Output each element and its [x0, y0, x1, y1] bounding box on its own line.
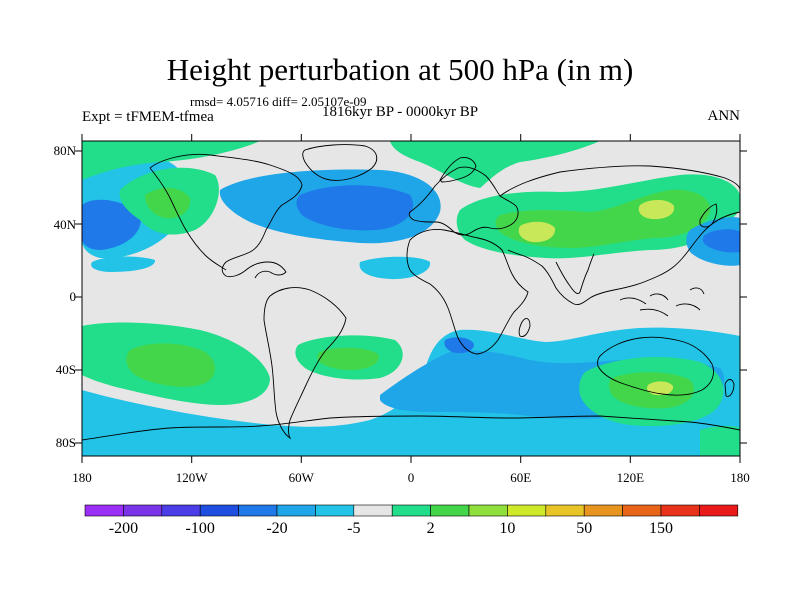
- coast-west-na: [149, 167, 227, 271]
- stats-line: rmsd= 4.05716 diff= 2.05107e-09: [190, 94, 367, 109]
- contour-blue-socean: [82, 327, 740, 456]
- lon-tick-label: 0: [408, 470, 415, 485]
- colorbar: -200 -100 -20 -5 2 10 50 150: [84, 504, 739, 537]
- contour-yellowgreen-asia: [518, 221, 556, 243]
- lat-tick-label: 40N: [54, 217, 77, 232]
- coast-madagascar: [518, 318, 531, 337]
- colorbar-box-13: [583, 504, 623, 517]
- coast-antarctica: [82, 415, 740, 441]
- colorbar-label: -20: [266, 520, 287, 537]
- colorbar-box-0: [84, 504, 124, 517]
- lat-axis: 80N 40N 0 40S 80S: [54, 143, 747, 450]
- contour-green-satl: [317, 347, 379, 370]
- contour-green-spac: [126, 343, 216, 387]
- coast-africa: [406, 229, 529, 355]
- contour-teal-topleft: [82, 141, 260, 180]
- coast-asia: [499, 165, 740, 305]
- coast-new-zealand: [724, 379, 735, 397]
- season-label: ANN: [707, 108, 741, 124]
- colorbar-box-7: [353, 504, 393, 517]
- coast-south-america: [263, 287, 347, 440]
- coast-se-asia-islands: [619, 287, 705, 317]
- lon-axis: 180 120W 60W 0 60E 120E 180: [72, 134, 750, 485]
- contour-teal-arctic: [390, 141, 600, 188]
- lon-tick-label: 60E: [510, 470, 531, 485]
- colorbar-box-6: [315, 504, 355, 517]
- colorbar-box-5: [276, 504, 316, 517]
- lon-tick-label: 120W: [176, 470, 209, 485]
- colorbar-box-3: [199, 504, 239, 517]
- experiment-label: Expt = tFMEM-tfmea: [82, 109, 214, 125]
- contour-darkblue-npac: [82, 199, 141, 250]
- contour-yellowgreen-aus: [646, 381, 674, 396]
- contour-teal-ant: [700, 425, 740, 456]
- coast-greenland: [302, 144, 378, 181]
- contour-darkblue-nwpac: [702, 229, 740, 253]
- contour-fill: [82, 141, 740, 456]
- colorbar-label: -5: [347, 520, 360, 537]
- colorbar-box-4: [238, 504, 278, 517]
- colorbar-label: 150: [649, 520, 673, 537]
- colorbar-box-10: [468, 504, 508, 517]
- lon-tick-label: 180: [72, 470, 92, 485]
- contour-blue-nepac: [91, 256, 156, 272]
- coast-india: [555, 253, 595, 295]
- colorbar-label: 10: [499, 520, 515, 537]
- lat-tick-marks: [75, 150, 747, 444]
- colorbar-box-14: [622, 504, 662, 517]
- period-label: 1816kyr BP - 0000kyr BP: [322, 104, 479, 120]
- lon-tick-label: 120E: [617, 470, 645, 485]
- colorbar-box-1: [123, 504, 163, 517]
- contour-blue-satl: [359, 256, 431, 280]
- colorbar-box-12: [545, 504, 585, 517]
- contour-blue-sepac: [82, 418, 130, 456]
- coastlines: [82, 144, 740, 441]
- colorbar-box-9: [430, 504, 470, 517]
- colorbar-label: 2: [427, 520, 435, 537]
- lat-tick-label: 40S: [56, 362, 76, 377]
- coast-australia: [597, 336, 714, 396]
- colorbar-label: 50: [576, 520, 592, 537]
- contour-yellowgreen-easia: [638, 199, 675, 220]
- colorbar-box-16: [699, 504, 739, 517]
- lat-tick-label: 80N: [54, 143, 77, 158]
- colorbar-box-15: [660, 504, 700, 517]
- lon-tick-label: 60W: [289, 470, 315, 485]
- coast-scandinavia: [439, 157, 477, 183]
- lat-tick-label: 0: [70, 289, 77, 304]
- lat-tick-label: 80S: [56, 435, 76, 450]
- colorbar-box-11: [507, 504, 547, 517]
- map-title: Height perturbation at 500 hPa (in m): [166, 52, 634, 87]
- colorbar-label: -100: [186, 520, 215, 537]
- colorbar-box-8: [391, 504, 431, 517]
- lon-tick-marks: [81, 134, 741, 463]
- coast-north-america: [149, 153, 303, 279]
- coast-japan: [699, 203, 718, 228]
- colorbar-label: -200: [109, 520, 138, 537]
- contour-darkblue-natl: [296, 185, 414, 231]
- coast-europe: [408, 166, 519, 236]
- colorbar-box-2: [161, 504, 201, 517]
- lon-tick-label: 180: [730, 470, 750, 485]
- contour-green-namer: [145, 187, 191, 219]
